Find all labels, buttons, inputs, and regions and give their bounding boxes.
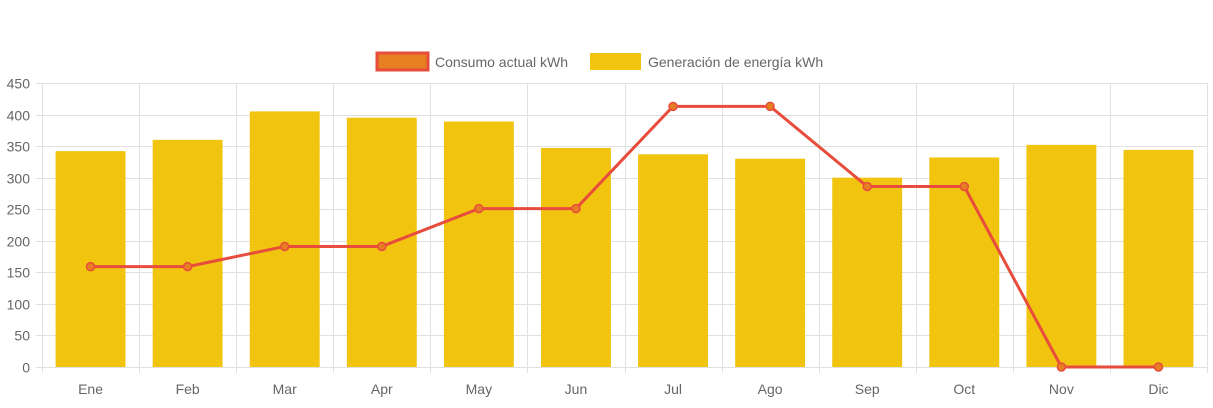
- bar-nov: [1026, 144, 1097, 367]
- point-ene: [85, 261, 96, 272]
- point-dic: [1153, 362, 1164, 372]
- bar-dic: [1123, 149, 1194, 367]
- bar-oct: [929, 157, 1000, 367]
- point-apr: [377, 241, 387, 252]
- y-tick-label: 350: [7, 139, 31, 155]
- bar-sep: [832, 177, 903, 367]
- x-tick-label: Oct: [953, 381, 975, 397]
- x-tick-label: Ago: [758, 381, 783, 397]
- legend-label-generacion: Generación de energía kWh: [648, 54, 823, 70]
- x-tick-label: May: [466, 381, 492, 397]
- y-tick-label: 100: [7, 297, 31, 313]
- x-tick-label: Jul: [664, 381, 682, 397]
- legend-swatch-generacion: [590, 53, 641, 70]
- point-jul: [668, 101, 678, 112]
- bar-series: [55, 111, 1194, 368]
- consumo-line: [90, 104, 1159, 369]
- bar-may: [443, 121, 514, 368]
- y-tick-label: 0: [22, 360, 30, 376]
- legend: Consumo actual kWh Generación de energía…: [375, 51, 823, 72]
- y-tick-label: 50: [14, 328, 30, 344]
- point-may: [474, 203, 484, 214]
- point-ago: [765, 101, 775, 112]
- x-tick-label: Ene: [78, 381, 103, 397]
- point-feb: [182, 261, 193, 272]
- point-nov: [1056, 362, 1067, 372]
- bar-mar: [249, 111, 320, 368]
- y-axis: 0 50 100 150 200 250 300 350 400 450: [7, 76, 31, 376]
- x-tick-label: Mar: [273, 381, 297, 397]
- x-tick-label: Dic: [1148, 381, 1168, 397]
- y-tick-label: 450: [7, 76, 31, 92]
- y-tick-label: 150: [7, 265, 31, 281]
- x-tick-label: Nov: [1049, 381, 1074, 397]
- bar-jul: [638, 154, 708, 367]
- bar-feb: [152, 139, 223, 367]
- x-tick-label: Jun: [565, 381, 588, 397]
- x-tick-label: Apr: [371, 381, 393, 397]
- bar-ene: [55, 151, 126, 367]
- legend-item-generacion[interactable]: Generación de energía kWh: [590, 53, 823, 70]
- point-jun: [571, 203, 581, 214]
- legend-swatch-consumo: [375, 51, 430, 72]
- y-tick-label: 200: [7, 234, 31, 250]
- x-tick-label: Sep: [855, 381, 880, 397]
- legend-label-consumo: Consumo actual kWh: [435, 54, 568, 70]
- point-mar: [279, 241, 290, 252]
- line-series: [85, 101, 1164, 372]
- point-sep: [862, 181, 872, 192]
- y-tick-label: 250: [7, 202, 31, 218]
- grid: [36, 83, 1208, 373]
- x-tick-label: Feb: [176, 381, 200, 397]
- legend-item-consumo[interactable]: Consumo actual kWh: [375, 51, 568, 72]
- bar-ago: [735, 158, 806, 367]
- y-tick-label: 400: [7, 108, 31, 124]
- x-axis: Ene Feb Mar Apr May Jun Jul Ago Sep Oct Nov Dic: [78, 381, 1168, 397]
- y-tick-label: 300: [7, 171, 31, 187]
- point-oct: [959, 181, 970, 192]
